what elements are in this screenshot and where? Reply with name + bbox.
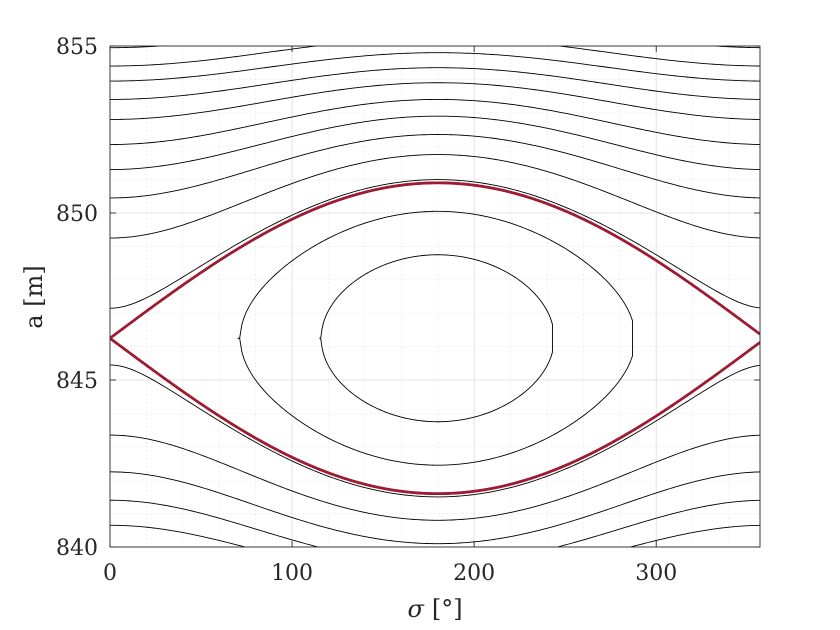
x-tick-label: 300 bbox=[635, 561, 677, 586]
separatrix-lower bbox=[110, 337, 760, 496]
x-tick-label: 0 bbox=[103, 561, 117, 586]
y-tick-label: 850 bbox=[56, 202, 98, 227]
axis-ticks: 0 100 200 300 840 845 850 855 bbox=[56, 35, 760, 586]
x-tick-label: 200 bbox=[453, 561, 495, 586]
x-axis-symbol: σ bbox=[407, 595, 424, 623]
circulating-contour-upper bbox=[110, 46, 760, 49]
circulating-contour-upper bbox=[110, 82, 760, 120]
circulating-contour-lower bbox=[110, 524, 760, 547]
circulating-contour-upper bbox=[110, 154, 760, 239]
y-tick-label: 855 bbox=[56, 35, 98, 60]
separatrix-upper bbox=[110, 181, 760, 340]
librating-contour bbox=[237, 210, 633, 466]
circulating-contour-upper bbox=[110, 98, 760, 145]
circulating-contour-lower bbox=[110, 364, 760, 498]
plot-frame bbox=[109, 45, 761, 548]
plot-background bbox=[110, 46, 760, 547]
circulating-contour-lower bbox=[110, 471, 760, 545]
x-axis-unit: [°] bbox=[432, 595, 463, 623]
y-axis-label: a [m] bbox=[20, 265, 48, 328]
circulating-contour-upper bbox=[110, 134, 760, 199]
circulating-contour-upper bbox=[110, 179, 760, 309]
circulating-contour-lower bbox=[110, 434, 760, 521]
circulating-contour-upper bbox=[110, 67, 760, 100]
circulating-contour-upper bbox=[110, 46, 760, 67]
circulating-contour-upper bbox=[110, 115, 760, 171]
contour-curves bbox=[110, 46, 760, 547]
y-tick-label: 845 bbox=[56, 369, 98, 394]
x-axis-label: σ [°] bbox=[407, 595, 462, 623]
librating-contour bbox=[319, 254, 553, 423]
circulating-contour-upper bbox=[110, 52, 760, 82]
y-tick-label: 840 bbox=[56, 536, 98, 561]
circulating-contour-lower bbox=[110, 499, 760, 547]
x-tick-label: 100 bbox=[271, 561, 313, 586]
